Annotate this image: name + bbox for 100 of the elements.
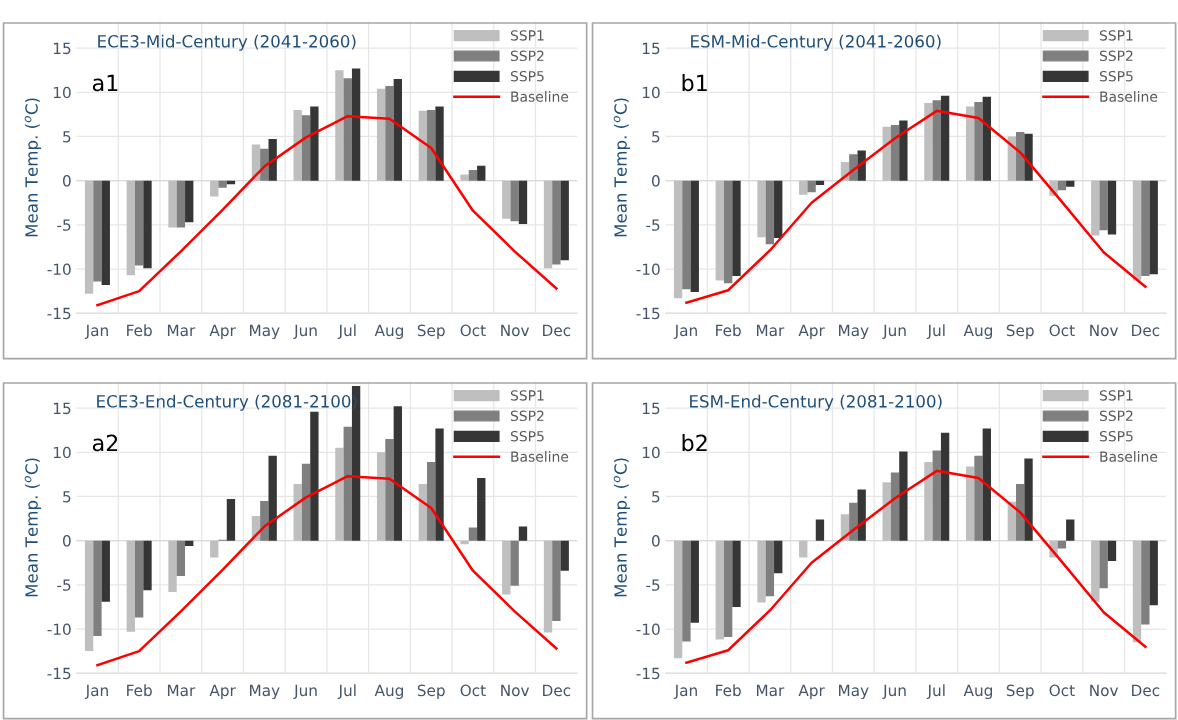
x-tick-label: Aug [374,324,403,340]
annotation: b1 [682,74,707,92]
legend-label: SSP1 [510,30,544,41]
x-tick-label: Jun [293,684,317,699]
x-tick-label: Aug [963,684,992,700]
bar [343,426,352,541]
bar [101,180,110,285]
bar [101,540,110,602]
y-tick-label: -15 [636,667,660,680]
y-tick-label: -5 [57,579,71,591]
bar [774,540,783,574]
text: ESM-Mid-Century (2041-2060) [691,34,941,51]
line-series [685,469,1147,664]
bar [723,180,733,284]
bar [168,180,177,228]
annotation: a2 [92,434,118,452]
legend-label: Baseline [511,91,569,102]
bar [134,180,144,266]
bar [924,462,933,541]
bar [210,180,219,197]
x-tick-label: Apr [798,684,825,700]
bar [965,466,975,541]
x-tick-label: Sep [417,684,445,700]
bar [376,88,386,181]
x-tick-label: Sep [417,324,445,340]
bar [218,180,227,188]
bar [1057,540,1067,549]
bar [310,106,319,181]
bar [774,180,783,239]
line-series [96,114,558,307]
x-tick-label: Feb [716,324,741,337]
text: ECE3-Mid-Century (2041-2060) [98,34,356,51]
bar [552,180,561,265]
x-tick-label: Apr [209,684,236,700]
y-tick-label: 5 [652,491,660,503]
bar [807,180,816,193]
y-tick-label: -10 [47,263,71,276]
bar [343,78,352,181]
bar [427,109,436,181]
bar [393,406,402,541]
bar [418,484,428,541]
x-tick-label: Jul [337,324,356,339]
x-tick-label: May [839,324,869,340]
bar [982,96,991,181]
y-tick-label: 15 [53,42,71,55]
bar [899,120,908,181]
bar [1149,180,1158,275]
bar [690,180,699,292]
bar [518,180,528,224]
bar [268,455,277,541]
legend-label: SSP1 [510,390,544,401]
bar [882,126,891,181]
bar [385,86,394,181]
legend-label: SSP5 [1099,430,1133,442]
bar [1016,484,1025,541]
legend-label: SSP5 [510,70,544,82]
bar [1149,540,1158,606]
bar [185,180,194,223]
x-tick-label: Feb [127,324,152,337]
annotation: b2 [682,434,707,452]
bar [799,540,808,558]
bar [460,540,469,545]
y-tick-label: -5 [57,219,71,231]
bar [1141,540,1150,625]
bar [468,527,478,541]
bar [143,540,152,591]
bar [477,165,486,181]
bar [418,110,428,181]
bar [1099,180,1108,231]
bar [543,180,553,269]
x-tick-label: Dec [1132,324,1160,337]
x-tick-label: Aug [963,324,992,340]
x-tick-label: Jul [926,684,945,699]
bar [301,115,311,181]
bar [1024,133,1033,181]
y-tick-label: -15 [47,307,71,320]
x-tick-label: Oct [1049,684,1075,697]
x-tick-label: Oct [1049,324,1075,337]
annotation: a1 [92,74,118,92]
bar [723,540,733,637]
bar [310,411,319,541]
x-tick-label: Oct [460,324,486,337]
bar [477,477,486,541]
y-tick-label: 10 [53,446,71,459]
x-tick-label: Jan [84,324,108,339]
bar [1091,540,1100,602]
bar [335,447,344,541]
bar [682,180,691,290]
y-tick-label: -10 [47,623,71,636]
x-tick-label: Nov [501,684,530,697]
x-tick-label: Jan [673,324,697,339]
bar [351,68,361,181]
bar [715,540,724,640]
bar [815,519,825,541]
x-tick-label: Mar [756,324,785,337]
legend-label: Baseline [1100,91,1158,102]
bar [715,180,724,281]
x-tick-label: Oct [460,684,486,697]
bar [293,484,302,541]
bar [682,540,691,642]
